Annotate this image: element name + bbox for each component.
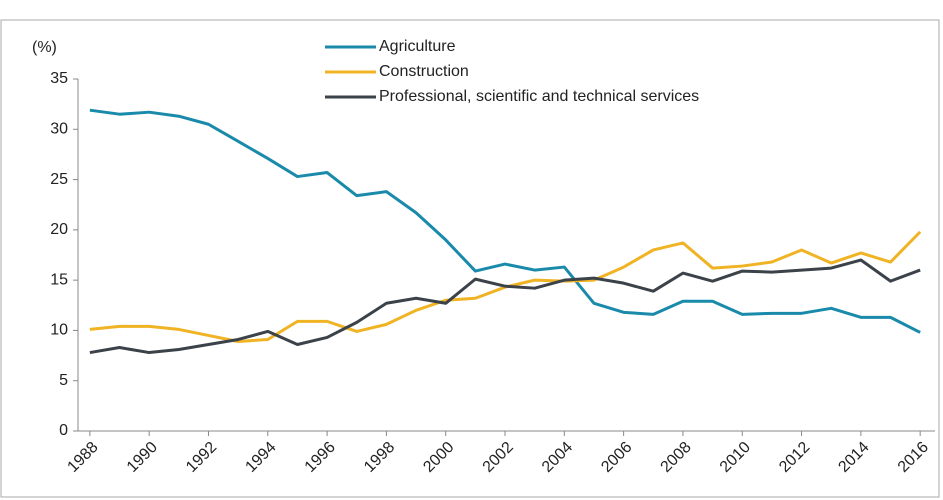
x-tick-label: 2010	[717, 439, 754, 476]
x-tick-label: 2012	[776, 439, 813, 476]
x-tick-label: 1990	[124, 439, 161, 476]
x-tick-label: 1988	[64, 439, 101, 476]
line-series	[89, 108, 921, 334]
y-tick-label: 0	[59, 422, 68, 439]
legend-label: Agriculture	[379, 38, 456, 55]
x-tick-label: 2004	[539, 439, 576, 476]
y-tick-label: 25	[50, 171, 68, 188]
legend-label: Professional, scientific and technical s…	[379, 88, 699, 105]
y-tick-label: 15	[50, 271, 68, 288]
y-tick-label: 35	[50, 70, 68, 87]
y-tick-label: 20	[50, 221, 68, 238]
x-tick-label: 2016	[895, 439, 932, 476]
x-tick-label: 1996	[302, 439, 339, 476]
y-tick-label: 10	[50, 322, 68, 339]
y-tick-label: 30	[50, 121, 68, 138]
x-tick-label: 2014	[835, 439, 872, 476]
legend-label: Construction	[379, 63, 469, 80]
x-tick-label: 2002	[480, 439, 517, 476]
x-tick-label: 2006	[598, 439, 635, 476]
x-tick-label: 1998	[361, 439, 398, 476]
x-tick-label: 1994	[242, 439, 279, 476]
x-tick-label: 2008	[658, 439, 695, 476]
y-axis-label: (%)	[32, 39, 57, 56]
y-tick-label: 5	[59, 372, 68, 389]
frame	[0, 19, 940, 498]
x-tick-label: 2000	[420, 439, 457, 476]
line-series	[89, 258, 921, 355]
x-tick-label: 1992	[183, 439, 220, 476]
